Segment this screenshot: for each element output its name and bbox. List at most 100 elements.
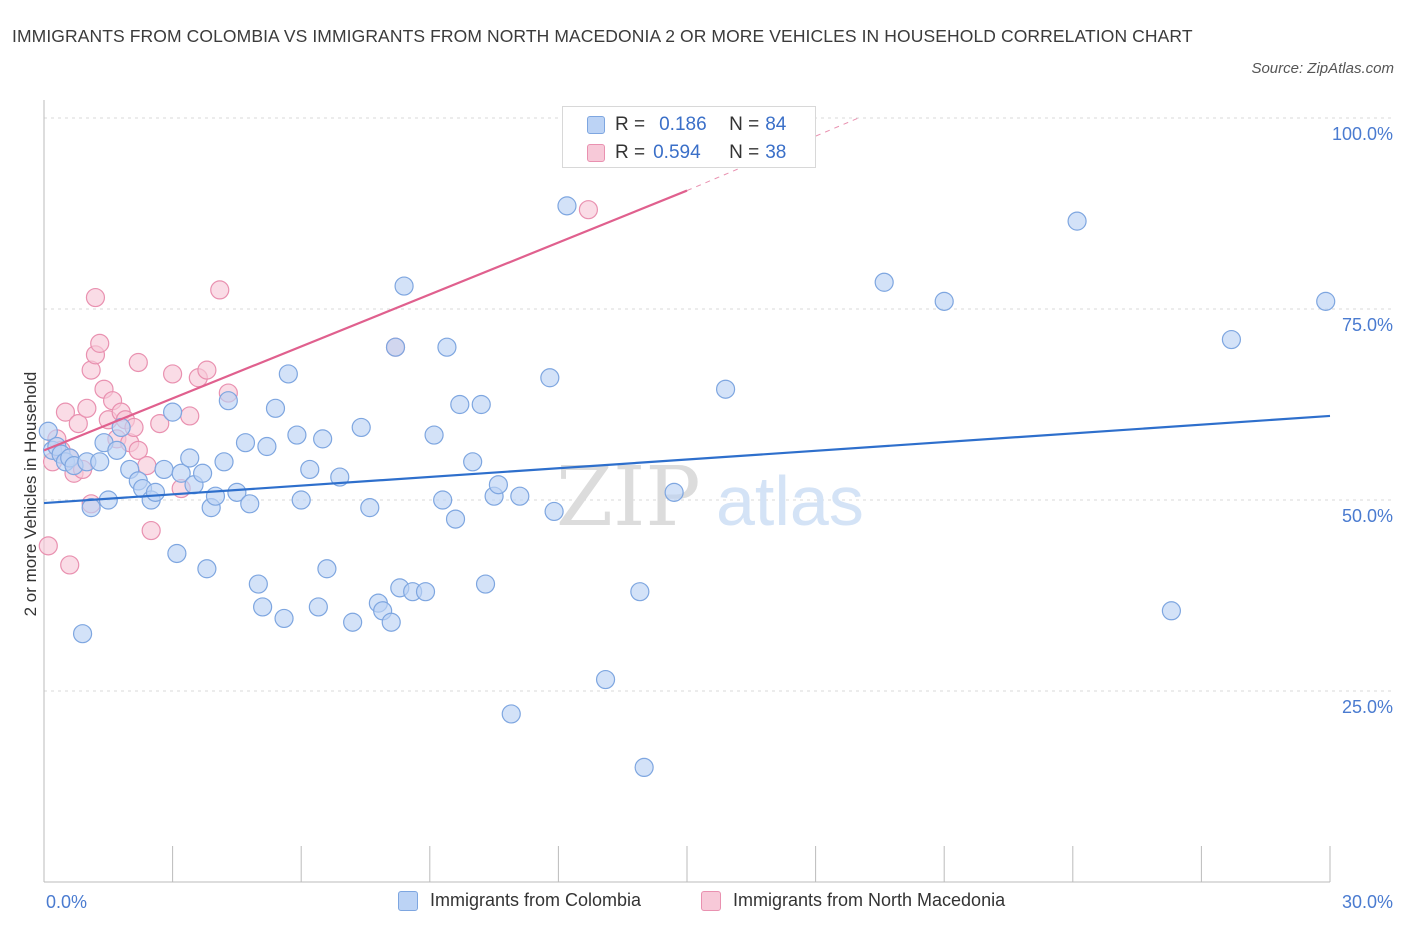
north-macedonia-point [128, 352, 148, 373]
north-macedonia-trend-line [43, 189, 688, 452]
colombia-point [248, 574, 268, 594]
colombia-point [874, 272, 894, 292]
colombia-point [171, 463, 191, 483]
legend-item-north-macedonia[interactable]: Immigrants from North Macedonia [701, 890, 1005, 911]
colombia-point [72, 624, 93, 644]
legend-label-colombia: Immigrants from Colombia [430, 890, 642, 910]
legend-swatch-blue [587, 116, 605, 134]
colombia-point [205, 486, 226, 506]
colombia-point [308, 597, 328, 617]
north-macedonia-point [163, 364, 183, 384]
colombia-point [445, 509, 466, 529]
legend-item-colombia[interactable]: Immigrants from Colombia [398, 890, 641, 911]
colombia-point [154, 459, 174, 480]
north-macedonia-point [85, 287, 106, 308]
colombia-point [934, 291, 954, 311]
legend-r-value: 0.186 [659, 114, 707, 135]
north-macedonia-point [141, 520, 161, 541]
y-tick-label: 50.0% [1342, 506, 1393, 526]
north-macedonia-point [60, 555, 80, 575]
chart-source: Source: ZipAtlas.com [1251, 60, 1394, 77]
stats-legend: R = 0.186 N = 84 R = 0.594 N = 38 [562, 106, 816, 168]
colombia-point [180, 448, 200, 468]
legend-row-colombia: R = 0.186 N = 84 [587, 114, 786, 136]
colombia-point [381, 612, 401, 632]
colombia-point [463, 452, 483, 472]
x-tick-label: 30.0% [1342, 892, 1393, 912]
colombia-point [330, 467, 350, 487]
colombia-point [193, 463, 213, 483]
colombia-point [317, 559, 337, 579]
colombia-point [715, 379, 736, 399]
north-macedonia-point [68, 414, 88, 434]
colombia-point [107, 440, 127, 460]
colombia-point [313, 429, 333, 449]
colombia-point [235, 433, 256, 453]
colombia-point [274, 608, 294, 629]
colombia-point [343, 612, 363, 632]
colombia-point [630, 582, 650, 602]
colombia-point [291, 490, 311, 510]
colombia-point [240, 494, 260, 514]
legend-r-label: R = [615, 142, 646, 163]
colombia-point [557, 196, 577, 216]
colombia-point [1161, 601, 1181, 621]
colombia-point [38, 421, 58, 441]
legend-r-value: 0.594 [653, 142, 701, 163]
legend-n-label: N = [729, 142, 760, 163]
colombia-point [424, 425, 444, 445]
legend-swatch-pink [587, 144, 605, 162]
north-macedonia-point [578, 200, 599, 220]
colombia-point [287, 425, 307, 445]
colombia-point [90, 452, 110, 472]
legend-label-north-macedonia: Immigrants from North Macedonia [733, 890, 1006, 910]
series-north-macedonia-points [38, 200, 599, 575]
x-tick-label: 0.0% [46, 892, 87, 912]
colombia-point [278, 364, 298, 384]
north-macedonia-point [128, 440, 148, 460]
colombia-point [227, 482, 247, 502]
grid-lines [44, 117, 1392, 692]
legend-r-label: R = [615, 114, 646, 135]
y-tick-label: 100.0% [1332, 124, 1393, 144]
axes [43, 100, 1331, 883]
legend-row-north-macedonia: R = 0.594 N = 38 [587, 142, 786, 164]
series-colombia-points [38, 196, 1336, 778]
chart-title: IMMIGRANTS FROM COLOMBIA VS IMMIGRANTS F… [12, 26, 1193, 46]
colombia-point [1221, 329, 1242, 350]
north-macedonia-point [197, 360, 217, 380]
colombia-point [218, 391, 238, 411]
north-macedonia-point [180, 406, 200, 426]
north-macedonia-point [77, 398, 97, 418]
colombia-point [265, 398, 286, 418]
colombia-point [450, 394, 470, 415]
colombia-trend-line [43, 414, 1331, 505]
colombia-point [433, 490, 453, 510]
north-macedonia-point [210, 280, 230, 300]
colombia-point [1067, 211, 1087, 231]
colombia-point [300, 459, 320, 480]
colombia-point [197, 559, 217, 579]
colombia-point [1316, 291, 1336, 311]
colombia-point [360, 498, 380, 518]
legend-n-label: N = [729, 114, 760, 135]
y-axis-title: 2 or more Vehicles in Household [21, 372, 40, 617]
legend-swatch-pink [701, 890, 721, 911]
colombia-point [544, 501, 564, 522]
colombia-point [145, 482, 166, 502]
colombia-point [253, 597, 273, 617]
colombia-point [351, 417, 371, 438]
colombia-point [664, 482, 684, 502]
colombia-point [167, 543, 187, 564]
north-macedonia-point [150, 414, 170, 434]
colombia-point [471, 394, 491, 415]
tick-labels: 25.0% 50.0% 75.0% 100.0% 0.0% 30.0% [46, 124, 1393, 912]
colombia-point [415, 582, 436, 602]
colombia-point [595, 669, 616, 690]
colombia-point [214, 452, 234, 472]
legend-swatch-blue [398, 890, 418, 911]
colombia-point [385, 337, 406, 357]
north-macedonia-point [38, 536, 58, 556]
colombia-point [488, 475, 508, 495]
